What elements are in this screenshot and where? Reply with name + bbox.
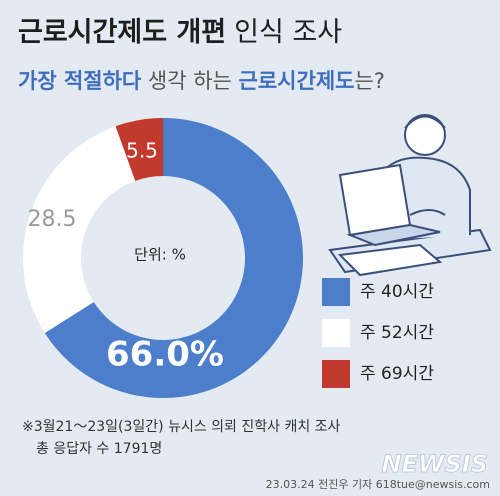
value-label: 5.5: [126, 139, 158, 163]
value-label: 66.0%: [106, 335, 224, 375]
legend-label: 주 69시간: [360, 364, 434, 384]
title-bold: 근로시간제도 개편: [18, 17, 226, 48]
title-rest: 인식 조사: [234, 17, 342, 48]
note: ※3월21～23일(3일간) 뉴시스 의뢰 진학사 캐치 조사: [22, 419, 341, 435]
subtitle-part: 생각 하는: [141, 69, 238, 93]
credit: 23.03.24 전진우 기자 618tue@newsis.com: [266, 478, 490, 491]
head: [404, 114, 446, 156]
donut-segment: [44, 118, 304, 399]
title: 근로시간제도 개편 인식 조사: [18, 17, 342, 48]
subtitle-part: 는?: [354, 69, 384, 93]
donut-segment: [115, 118, 163, 181]
illustration: [328, 114, 492, 277]
subtitle-part: 근로시간제도: [239, 69, 355, 93]
legend-swatch: [322, 278, 350, 306]
laptop-base: [346, 223, 441, 247]
legend-swatch: [322, 319, 350, 347]
hair: [404, 115, 446, 129]
hand: [409, 209, 446, 216]
subtitle: 가장 적절하다 생각 하는 근로시간제도는?: [18, 69, 385, 93]
laptop-screen: [338, 163, 412, 237]
paper: [337, 243, 443, 277]
subtitle-part: 가장 적절하다: [18, 69, 142, 93]
unit-label: 단위: %: [134, 246, 186, 264]
value-label: 28.5: [28, 207, 77, 232]
source-watermark: NEWSIS: [382, 450, 488, 478]
legend-label: 주 52시간: [360, 323, 434, 343]
donut-segment: [22, 126, 136, 334]
note: 총 응답자 수 1791명: [36, 441, 162, 457]
legend-label: 주 40시간: [360, 282, 434, 302]
legend-swatch: [322, 360, 350, 388]
